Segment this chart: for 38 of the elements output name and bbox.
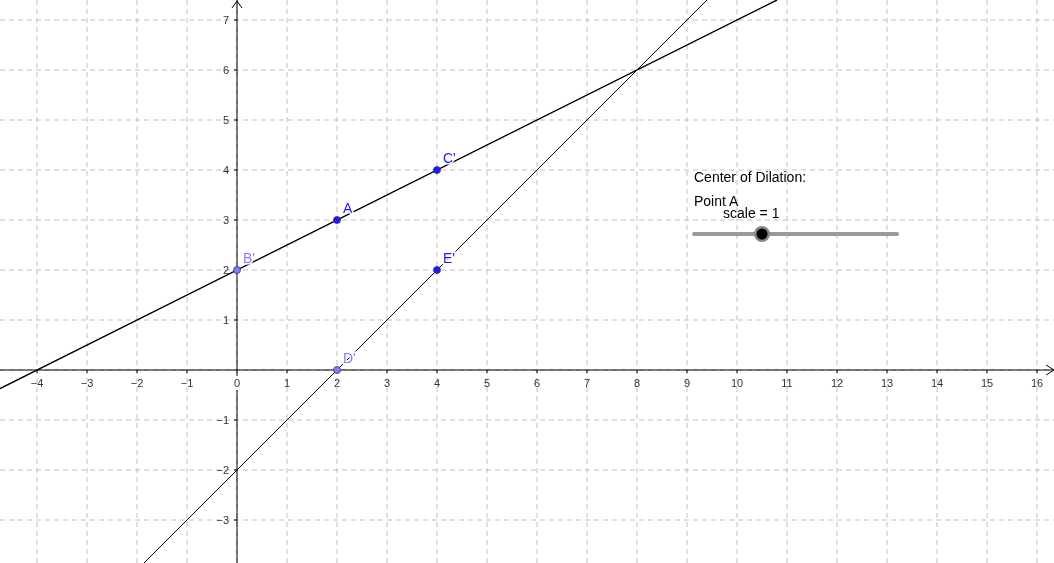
x-tick-label: 0 (233, 377, 241, 389)
x-tick-label: 5 (483, 377, 491, 389)
x-tick-label: 2 (333, 377, 341, 389)
series-label: A (343, 200, 353, 216)
point (333, 216, 341, 224)
x-tick-label: 13 (880, 377, 894, 389)
x-tick-label: 15 (980, 377, 994, 389)
y-tick-label: 6 (222, 64, 229, 76)
y-tick-label: 7 (222, 14, 229, 26)
x-tick-label: −4 (30, 377, 44, 389)
y-tick-label: −3 (216, 514, 229, 526)
series-label: C' (443, 150, 456, 166)
point (433, 266, 441, 274)
x-tick-label: −3 (80, 377, 94, 389)
x-tick-label: −2 (130, 377, 144, 389)
x-tick-label: 7 (583, 377, 591, 389)
x-tick-label: 8 (633, 377, 641, 389)
y-tick-label: 2 (222, 264, 229, 276)
x-tick-label: 3 (383, 377, 391, 389)
y-tick-label: 1 (222, 314, 229, 326)
annotation: Center of Dilation: (694, 169, 807, 185)
y-tick-label: 4 (222, 164, 229, 176)
y-tick-label: 3 (222, 214, 229, 226)
x-tick-label: 16 (1030, 377, 1044, 389)
x-tick-label: 4 (433, 377, 441, 389)
y-tick-label: −2 (216, 464, 229, 476)
x-tick-label: 1 (283, 377, 291, 389)
x-tick-label: 9 (683, 377, 691, 389)
point (433, 166, 441, 174)
x-tick-label: 12 (830, 377, 844, 389)
y-tick-label: 5 (222, 114, 229, 126)
y-tick-label: −1 (216, 414, 229, 426)
x-tick-label: 10 (730, 377, 744, 389)
x-tick-label: −1 (180, 377, 194, 389)
x-tick-label: 14 (930, 377, 944, 389)
x-tick-label: 11 (781, 377, 793, 389)
series-label: B' (243, 250, 256, 266)
x-tick-label: 6 (533, 377, 541, 389)
